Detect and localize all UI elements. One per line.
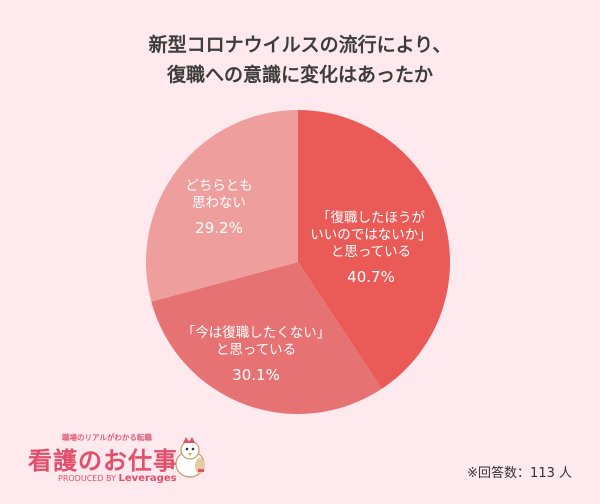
pie-slice-neither: [145, 109, 298, 302]
brand-logo: 職場のリアルがわかる転職 看護のお仕事 PRODUCED BY Leverage…: [28, 432, 218, 490]
slice-value-neither: 29.2%: [195, 219, 243, 237]
slice-value-not-now: 30.1%: [232, 366, 280, 384]
response-count-note: ※回答数：113 人: [467, 466, 572, 481]
slice-value-should-return: 40.7%: [347, 268, 395, 286]
brand-produced-by: PRODUCED BY Leverages: [58, 473, 177, 484]
slice-label-not-now-line-1: 「今は復職したくない」: [182, 324, 331, 341]
pie-slice-should-return: [298, 110, 450, 389]
slice-label-not-now-line-2: と思っている: [216, 342, 296, 358]
pie-slice-not-now: [151, 262, 382, 415]
chick-mascot-icon: [175, 437, 205, 478]
brand-company: Leverages: [118, 473, 177, 484]
slice-label-should-return-line-1: 「復職したほうが: [317, 209, 425, 226]
slice-label-neither-line-1: どちらとも: [185, 178, 253, 194]
chart-title-line-2: 復職への意識に変化はあったか: [166, 64, 433, 86]
chart-title-line-1: 新型コロナウイルスの流行により、: [148, 34, 452, 56]
slice-label-should-return-line-2: いいのではないか」: [310, 227, 432, 243]
brand-produced-label: PRODUCED BY: [58, 474, 116, 483]
chart-title: 新型コロナウイルスの流行により、 復職への意識に変化はあったか: [0, 30, 600, 90]
slice-label-should-return-line-3: と思っている: [331, 244, 411, 260]
brand-name: 看護のお仕事: [28, 447, 178, 475]
brand-tagline: 職場のリアルがわかる転職: [62, 433, 152, 442]
slice-label-neither-line-2: 思わない: [192, 195, 246, 211]
